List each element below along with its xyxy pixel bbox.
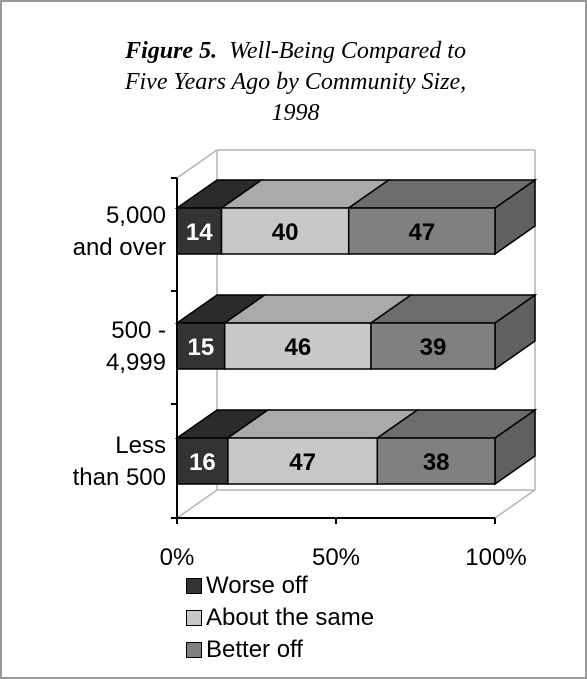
bar-1-1 [223,322,372,370]
category-label-5000-and-over: 5,000 and over [72,202,166,261]
category-label-less-than-500: Less than 500 [72,432,166,491]
bar-label-2-2: 38 [423,449,450,476]
x-tick-label-50: 50% [311,544,361,571]
bar-label-1-2: 39 [420,334,447,361]
x-tick-label-100: 100% [465,544,527,571]
title-line-3: 1998 [271,100,320,126]
legend: Worse off About the same Better off [186,570,374,666]
figure-label: Figure 5. [125,38,218,64]
title-line-1: Well-Being Compared to [229,38,466,64]
x-tick-label-0: 0% [159,544,195,571]
legend-item-worse-off: Worse off [186,570,374,602]
bar-label-1-1: 46 [284,334,311,361]
bar-label-1-0: 15 [187,334,214,361]
legend-swatch-about-the-same [186,610,202,626]
legend-swatch-worse-off [186,578,202,594]
bar-label-2-1: 47 [289,449,316,476]
floor-left-edge [176,489,218,519]
side-wall-top-edge [176,149,218,179]
bar-2-2 [376,437,496,485]
bar-2-1 [227,437,379,485]
bar-label-0-2: 47 [409,219,436,246]
legend-swatch-better-off [186,642,202,658]
category-label-500-4999: 500 - 4,999 [105,317,166,376]
chart-title: Figure 5. Well-Being Compared to Five Ye… [2,36,585,129]
bar-label-0-1: 40 [272,219,299,246]
bar-label-2-0: 16 [189,449,216,476]
legend-item-about-the-same: About the same [186,602,374,634]
legend-label-better-off: Better off [206,636,303,663]
title-line-2: Five Years Ago by Community Size, [124,69,467,95]
bar-0-2 [347,207,496,255]
bar-label-0-0: 14 [186,219,213,246]
bar-1-2 [370,322,496,370]
floor-right-edge [494,489,536,519]
legend-item-better-off: Better off [186,634,374,666]
legend-label-about-the-same: About the same [206,604,375,631]
legend-label-worse-off: Worse off [206,572,308,599]
